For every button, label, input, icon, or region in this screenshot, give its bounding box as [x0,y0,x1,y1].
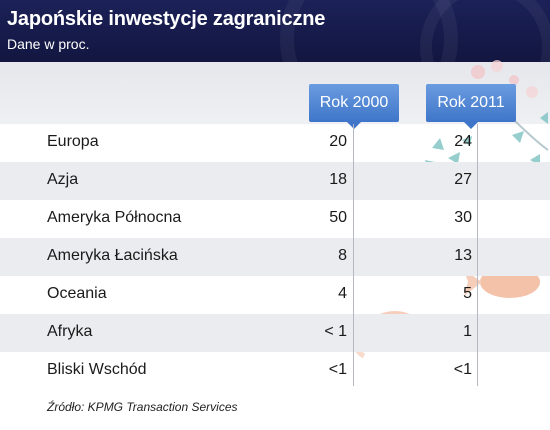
column-header-label: Rok 2000 [319,94,389,111]
value-2011: 13 [454,247,472,264]
value-2000: 4 [338,285,347,302]
value-2011: 24 [454,133,472,150]
column-header-2011: Rok 2011 [426,84,516,129]
value-2000: 20 [329,133,347,150]
column-divider [353,124,354,386]
header-banner: Japońskie inwestycje zagraniczne Dane w … [0,0,550,62]
row-label: Oceania [47,285,107,302]
row-label: Europa [47,133,99,150]
row-label: Afryka [47,323,93,340]
table-row: Azja 18 27 [0,162,550,200]
column-divider [477,124,478,386]
column-header-pointer [347,122,361,129]
table-row: Ameryka Północna 50 30 [0,200,550,238]
row-label: Ameryka Północna [47,209,182,226]
header-decoration [420,0,550,62]
value-2011: <1 [453,361,472,378]
column-header-2000: Rok 2000 [309,84,399,129]
table-row: Ameryka Łacińska 8 13 [0,238,550,276]
value-2000: 50 [329,209,347,226]
table-row: Afryka < 1 1 [0,314,550,352]
table-row: Bliski Wschód <1 <1 [0,352,550,390]
value-2000: <1 [328,361,347,378]
value-2011: 1 [463,323,472,340]
column-header-pointer [464,122,478,129]
page-subtitle: Dane w proc. [7,36,90,52]
column-header-label: Rok 2011 [437,94,505,111]
value-2011: 27 [454,171,472,188]
value-2000: < 1 [324,323,347,340]
page-title: Japońskie inwestycje zagraniczne [7,8,326,30]
row-label: Ameryka Łacińska [47,247,178,264]
value-2000: 18 [329,171,347,188]
table-row: Europa 20 24 [0,124,550,162]
value-2011: 30 [454,209,472,226]
value-2000: 8 [338,247,347,264]
row-label: Azja [47,171,79,188]
row-label: Bliski Wschód [47,361,147,378]
value-2011: 5 [463,285,472,302]
table-row: Oceania 4 5 [0,276,550,314]
source-note: Źródło: KPMG Transaction Services [47,400,238,414]
